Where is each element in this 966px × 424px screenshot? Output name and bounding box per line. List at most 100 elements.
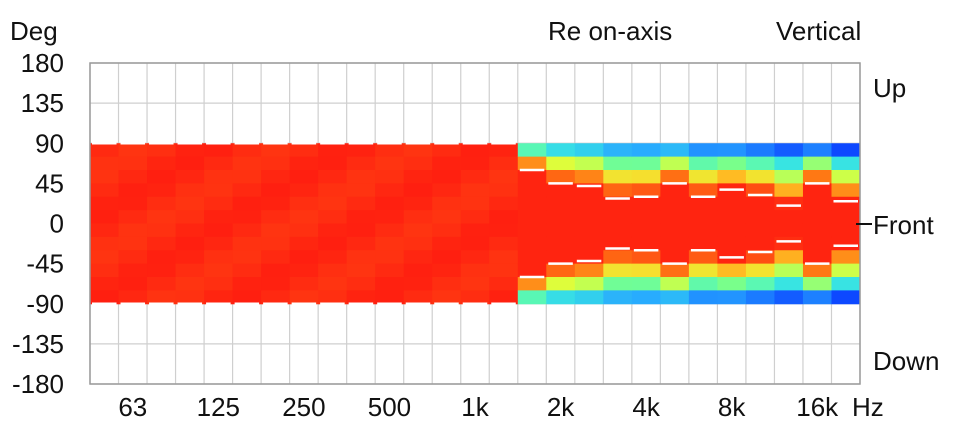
heat-cell (318, 210, 348, 224)
heat-cell (232, 183, 262, 198)
heat-cell (90, 196, 120, 211)
heat-cell (517, 196, 547, 211)
heat-cell (802, 143, 832, 158)
heat-cell (774, 156, 804, 171)
heat-cell (546, 210, 576, 224)
heat-cell (289, 277, 319, 291)
heat-cell (204, 223, 234, 238)
heat-cell (660, 263, 690, 278)
heat-cell (660, 143, 690, 158)
heat-cell (546, 277, 576, 291)
heat-cell (660, 210, 690, 224)
heat-cell (660, 290, 690, 305)
heat-cell (403, 183, 433, 198)
heat-cell (289, 263, 319, 278)
heat-cell (603, 250, 633, 265)
heat-cell (147, 196, 177, 211)
heat-cell (660, 250, 690, 265)
heat-cell (118, 196, 148, 211)
heat-cell (489, 223, 519, 238)
heat-cell (346, 277, 376, 291)
heat-cell (574, 290, 604, 305)
heat-cell (232, 170, 262, 184)
heat-cell (631, 170, 661, 184)
heat-cell (574, 223, 604, 238)
heat-cell (289, 250, 319, 265)
heat-cell (660, 183, 690, 198)
heat-cell (432, 183, 462, 198)
heat-cell (745, 143, 775, 158)
heat-cell (774, 170, 804, 184)
x-tick-labels: 63 125 250 500 1k 2k 4k 8k 16k (118, 392, 839, 422)
heat-cell (318, 223, 348, 238)
heat-cell (318, 143, 348, 158)
heat-cell (403, 263, 433, 278)
heat-cell (232, 236, 262, 251)
heat-cell (489, 290, 519, 305)
heat-cell (603, 170, 633, 184)
heat-cell (432, 196, 462, 211)
heat-cell (346, 250, 376, 265)
heat-cell (546, 223, 576, 238)
heat-cell (460, 196, 490, 211)
heat-cell (432, 277, 462, 291)
heat-cell (802, 210, 832, 224)
heat-cell (517, 263, 547, 278)
heat-cell (90, 263, 120, 278)
heat-cell (603, 277, 633, 291)
x-tick-label: 16k (796, 392, 839, 422)
heat-cell (232, 250, 262, 265)
heat-cell (318, 156, 348, 171)
right-label-up: Up (873, 73, 906, 103)
heat-cell (688, 277, 718, 291)
heat-cell (403, 170, 433, 184)
subtitle-left: Re on-axis (548, 16, 672, 46)
heat-cell (90, 223, 120, 238)
heat-cell (375, 143, 405, 158)
heat-cell (261, 143, 291, 158)
heat-cell (660, 170, 690, 184)
heat-cell (517, 250, 547, 265)
heat-cell (546, 183, 576, 198)
heat-cell (802, 196, 832, 211)
heat-cell (745, 277, 775, 291)
heat-cell (489, 210, 519, 224)
heat-cell (289, 290, 319, 305)
heat-cell (289, 143, 319, 158)
heat-cell (603, 210, 633, 224)
right-label-down: Down (873, 346, 939, 376)
heat-cell (147, 250, 177, 265)
heat-cell (574, 156, 604, 171)
heat-cell (403, 223, 433, 238)
heat-cell (660, 277, 690, 291)
heat-cell (717, 277, 747, 291)
heat-cell (489, 196, 519, 211)
heat-cell (745, 263, 775, 278)
heat-cell (489, 170, 519, 184)
heat-cell (831, 143, 861, 158)
heat-cell (261, 210, 291, 224)
heat-cell (631, 156, 661, 171)
heat-cell (489, 156, 519, 171)
heat-cell (631, 196, 661, 211)
heat-cell (375, 236, 405, 251)
heat-cell (831, 196, 861, 211)
heat-cell (175, 210, 205, 224)
heat-cell (460, 143, 490, 158)
heat-cell (603, 290, 633, 305)
heat-cell (603, 196, 633, 211)
heat-cell (432, 143, 462, 158)
heat-cell (118, 223, 148, 238)
x-unit-label: Hz (852, 392, 884, 422)
heat-cell (346, 156, 376, 171)
heat-cell (375, 170, 405, 184)
heat-cell (289, 183, 319, 198)
x-tick-label: 500 (368, 392, 411, 422)
heat-cell (802, 223, 832, 238)
heat-cell (232, 196, 262, 211)
heat-cell (688, 143, 718, 158)
heat-cell (318, 263, 348, 278)
heat-cell (774, 196, 804, 211)
heat-cell (603, 183, 633, 198)
